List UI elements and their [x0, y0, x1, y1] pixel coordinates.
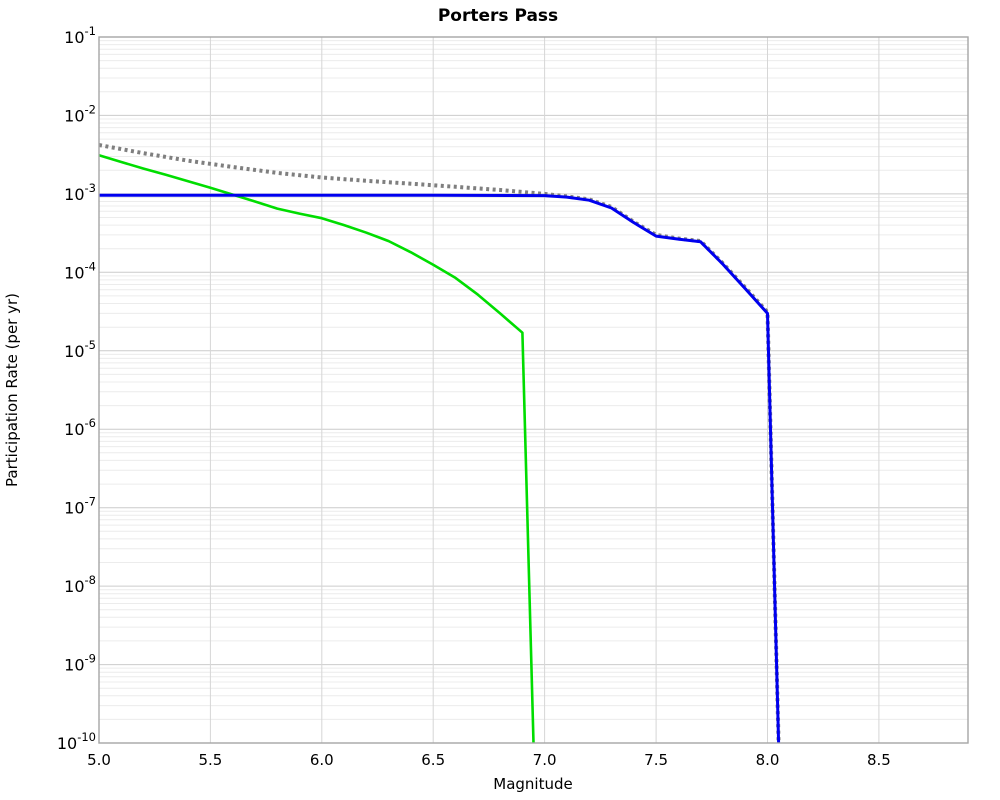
x-tick-label: 6.0 — [310, 751, 334, 769]
series-gray-dotted-total-curve — [98, 143, 781, 744]
series-blue-curve — [99, 193, 781, 744]
plot-border — [98, 36, 969, 744]
minor-gridlines — [99, 40, 968, 720]
y-tick-label: 10-10 — [57, 730, 96, 753]
y-tick-label: 10-2 — [64, 102, 96, 125]
series-green-curve — [98, 154, 535, 744]
y-tick-label: 10-8 — [64, 573, 96, 596]
x-tick-labels: 5.0 5.5 6.0 6.5 7.0 7.5 8.0 8.5 — [87, 751, 891, 769]
x-tick-label: 5.0 — [87, 751, 111, 769]
y-tick-label: 10-5 — [64, 338, 96, 361]
y-tick-labels: 10-1 10-2 10-3 10-4 10-5 10-6 10-7 10-8 10-9 10-1… — [57, 24, 96, 753]
x-tick-label: 6.5 — [421, 751, 445, 769]
y-tick-label: 10-3 — [64, 181, 96, 204]
x-axis-title: Magnitude — [493, 775, 572, 793]
vertical-gridlines — [209, 37, 880, 743]
y-axis-title: Participation Rate (per yr) — [3, 293, 21, 487]
x-tick-label: 7.5 — [644, 751, 668, 769]
x-tick-label: 7.0 — [533, 751, 557, 769]
y-tick-label: 10-6 — [64, 416, 96, 439]
series-lines — [98, 143, 781, 744]
y-tick-label: 10-9 — [64, 652, 96, 675]
x-tick-label: 8.0 — [756, 751, 780, 769]
x-tick-label: 8.5 — [867, 751, 891, 769]
y-tick-label: 10-7 — [64, 495, 96, 518]
chart-title: Porters Pass — [438, 6, 558, 26]
y-tick-label: 10-1 — [64, 24, 96, 47]
y-tick-label: 10-4 — [64, 259, 96, 282]
x-tick-label: 5.5 — [198, 751, 222, 769]
